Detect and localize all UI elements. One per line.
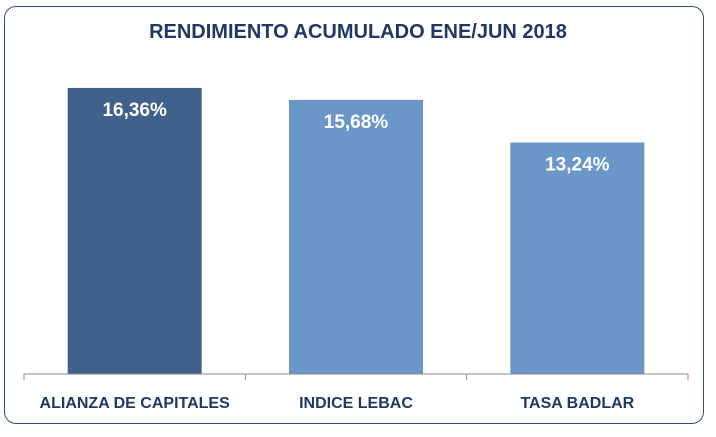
bar-1 (67, 87, 202, 374)
x-axis-ticks (23, 374, 689, 380)
bar-3 (510, 142, 645, 374)
category-labels: ALIANZA DE CAPITALES INDICE LEBAC TASA BAD… (40, 395, 635, 412)
bars-group: 16,36% 15,68% 13,24% (67, 87, 645, 374)
category-label-3: TASA BADLAR (520, 395, 634, 412)
chart-title: RENDIMIENTO ACUMULADO ENE/JUN 2018 (149, 21, 567, 43)
data-label-2: 15,68% (324, 112, 389, 133)
category-label-1: ALIANZA DE CAPITALES (40, 395, 231, 412)
bar-2 (289, 99, 423, 374)
data-label-3: 13,24% (545, 154, 610, 175)
category-label-2: INDICE LEBAC (299, 395, 413, 412)
data-label-1: 16,36% (102, 100, 167, 121)
